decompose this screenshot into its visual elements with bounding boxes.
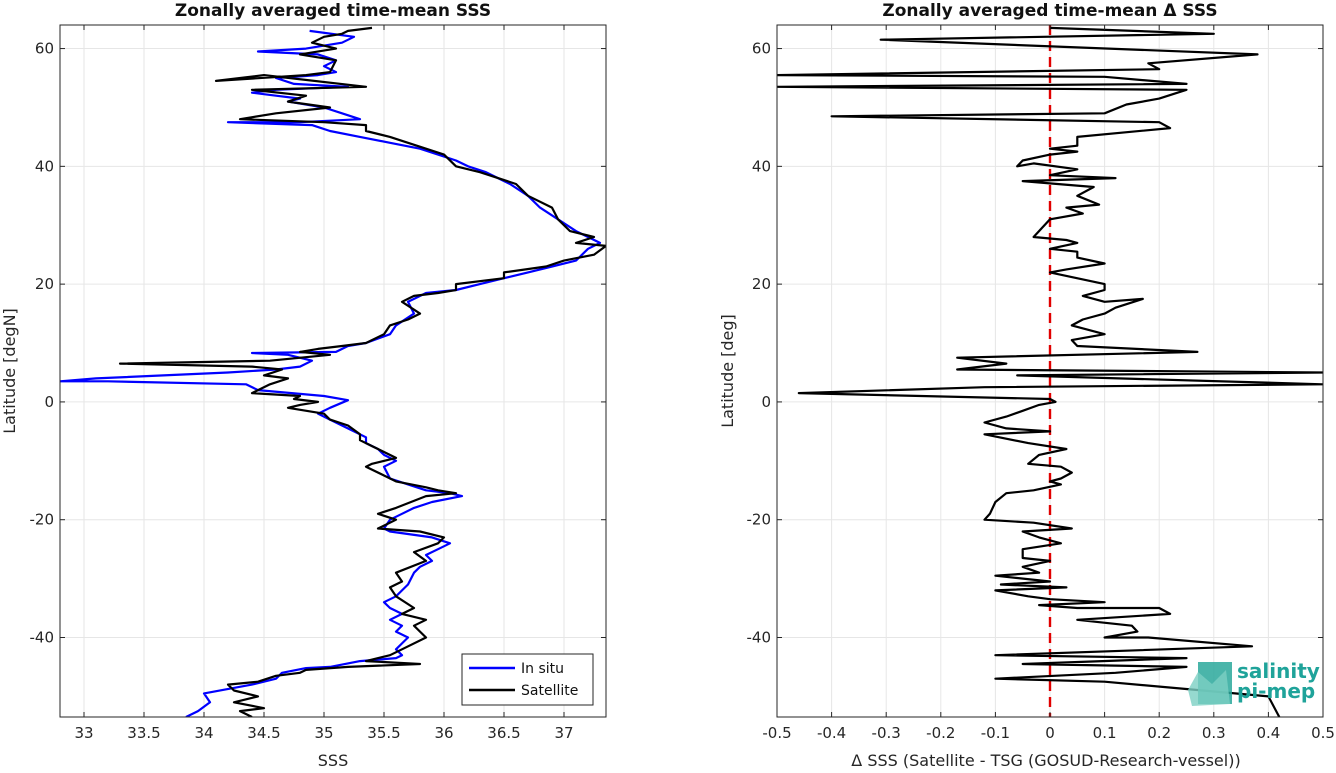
- logo-text-salinity: salinity: [1237, 659, 1320, 683]
- left-x-axis-label: SSS: [318, 751, 348, 769]
- right-x-tick-label: -0.5: [762, 724, 791, 742]
- right-tick-labels: -0.5 -0.4 -0.3 -0.2 -0.1 0 0.1 0.2 0.3 0.4 0.5 -40 -…: [747, 25, 1335, 742]
- left-y-tick-label: -20: [30, 511, 55, 529]
- left-x-tick-label: 34: [194, 724, 213, 742]
- right-x-tick-label: 0.1: [1093, 724, 1117, 742]
- left-y-axis-label: Latitude [degN]: [0, 308, 19, 434]
- left-gridlines: [60, 25, 606, 717]
- left-x-tick-label: 36: [434, 724, 453, 742]
- left-x-tick-label: 36.5: [487, 724, 520, 742]
- right-x-tick-label: -0.2: [926, 724, 955, 742]
- right-chart-title: Zonally averaged time-mean Δ SSS: [882, 1, 1217, 21]
- right-x-tick-label: -0.1: [981, 724, 1010, 742]
- right-x-tick-label: -0.3: [872, 724, 901, 742]
- left-y-tick-label: 20: [35, 275, 54, 293]
- right-chart: -0.5 -0.4 -0.3 -0.2 -0.1 0 0.1 0.2 0.3 0.4 0.5 -40 -…: [718, 1, 1335, 770]
- right-y-tick-label: 20: [752, 275, 771, 293]
- right-x-tick-label: 0.2: [1147, 724, 1171, 742]
- right-y-tick-label: -20: [747, 511, 772, 529]
- left-x-tick-label: 33.5: [127, 724, 160, 742]
- left-y-tick-label: 40: [35, 157, 54, 175]
- left-chart: 33 33.5 34 34.5 35 35.5 36 36.5 37-40-200204060 …: [0, 1, 607, 770]
- legend-box: [461, 653, 594, 706]
- left-chart-title: Zonally averaged time-mean SSS: [175, 1, 491, 21]
- right-x-tick-label: 0: [1045, 724, 1055, 742]
- left-tick-labels: 33 33.5 34 34.5 35 35.5 36 36.5 37 -40 -20 0 20 40 60: [30, 25, 606, 742]
- left-series-line-satellite: [118, 26, 606, 717]
- legend-label-satellite: Satellite: [521, 683, 578, 699]
- right-series-line-delta: [777, 26, 1323, 717]
- right-x-tick-label: 0.3: [1202, 724, 1226, 742]
- right-x-axis-label: Δ SSS (Satellite - TSG (GOSUD-Research-v…: [851, 751, 1240, 769]
- logo-mark-wave: [1188, 670, 1230, 706]
- salinity-pi-mep-logo: salinity pi-mep: [1188, 659, 1320, 706]
- left-series-line-in-situ: [60, 29, 602, 717]
- right-y-tick-label: 40: [752, 157, 771, 175]
- left-x-tick-label: 37: [554, 724, 573, 742]
- left-y-tick-label: -40: [30, 628, 55, 646]
- left-x-tick-label: 35.5: [367, 724, 400, 742]
- left-x-tick-label: 35: [314, 724, 333, 742]
- legend: In situ Satellite: [461, 653, 594, 706]
- left-y-tick-label: 60: [35, 40, 54, 58]
- left-x-tick-label: 34.5: [247, 724, 280, 742]
- logo-text-pi-mep: pi-mep: [1237, 679, 1315, 703]
- left-plot-area: [60, 25, 606, 717]
- left-series-group: [60, 26, 606, 717]
- right-series-group: [777, 25, 1323, 717]
- left-x-tick-label: 33: [74, 724, 93, 742]
- left-plot-frame: [59, 24, 607, 718]
- right-x-tick-label: -0.4: [817, 724, 846, 742]
- right-y-tick-label: 0: [761, 393, 771, 411]
- right-y-tick-label: 60: [752, 40, 771, 58]
- right-y-tick-label: -40: [747, 628, 772, 646]
- left-y-tick-label: 0: [44, 393, 54, 411]
- legend-label-in-situ: In situ: [521, 661, 564, 677]
- right-x-tick-label: 0.5: [1311, 724, 1335, 742]
- right-x-tick-label: 0.4: [1256, 724, 1280, 742]
- right-y-axis-label: Latitude [deg]: [718, 314, 737, 428]
